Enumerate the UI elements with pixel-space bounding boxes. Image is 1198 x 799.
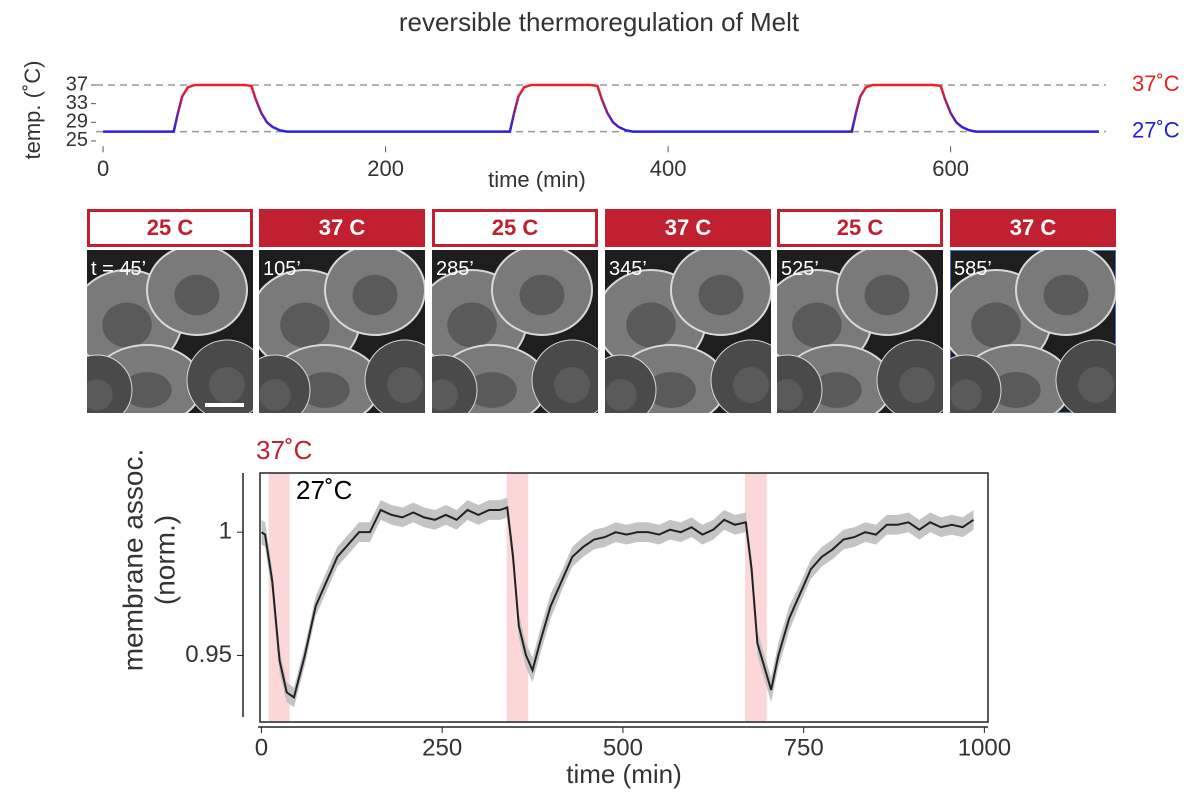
y-axis-label: temp. (˚C) (20, 61, 45, 160)
highlight (268, 473, 290, 722)
time-label: 105’ (263, 258, 301, 280)
cells (87, 250, 253, 413)
cells (950, 250, 1116, 413)
nucleus (102, 302, 152, 348)
panel-header: 25 C (432, 209, 598, 247)
time-label: t = 45’ (91, 258, 147, 280)
y-axis-label: (norm.) (149, 515, 180, 605)
cells (432, 250, 598, 413)
cells (777, 250, 943, 413)
nucleus (387, 367, 423, 403)
nucleus (352, 274, 398, 316)
y-tick-label: 25 (66, 129, 88, 151)
micrograph: 285’ (432, 250, 598, 413)
nucleus (626, 302, 676, 348)
time-label: 585’ (954, 258, 992, 280)
panel-header: 25 C (777, 209, 943, 247)
time-label: 345’ (609, 258, 647, 280)
nucleus (280, 302, 330, 348)
x-tick-label: 200 (367, 156, 404, 181)
y-tick-label: 33 (66, 92, 88, 114)
nucleus (646, 372, 696, 408)
nucleus (300, 372, 350, 408)
y-axis-label: membrane assoc. (117, 449, 148, 672)
panel-header: 37 C (605, 209, 771, 247)
y-tick-label: 37 (66, 73, 88, 95)
x-axis-label: time (min) (488, 167, 586, 192)
nucleus (174, 274, 220, 316)
time-label: 285’ (436, 258, 474, 280)
micrograph: t = 45’ (87, 250, 253, 413)
nucleus (122, 372, 172, 408)
nucleus (899, 367, 935, 403)
highlight (745, 473, 767, 722)
micrograph: 525’ (777, 250, 943, 413)
y-tick-label: 29 (66, 111, 88, 133)
nucleus (950, 379, 982, 411)
nucleus (554, 367, 590, 403)
nucleus (467, 372, 517, 408)
y-tick-label: 0.95 (185, 641, 232, 668)
x-tick-label: 400 (650, 156, 687, 181)
chart-title: reversible thermoregulation of Melt (399, 7, 800, 37)
nucleus (812, 372, 862, 408)
x-axis-label: time (min) (566, 759, 682, 789)
cells (259, 250, 425, 413)
nucleus (259, 379, 291, 411)
y-tick-label: 1 (219, 518, 232, 545)
x-tick-label: 0 (97, 156, 109, 181)
micrograph: 105’ (259, 250, 425, 413)
x-tick-label: 600 (932, 156, 969, 181)
nucleus (698, 274, 744, 316)
nucleus (605, 379, 637, 411)
annotation: 37˚C (256, 435, 312, 465)
micrograph: 345’ (605, 250, 771, 413)
reference-label: 27˚C (1132, 117, 1180, 142)
nucleus (777, 379, 803, 411)
nucleus (1078, 367, 1114, 403)
nucleus (1043, 274, 1089, 316)
nucleus (432, 379, 458, 411)
nucleus (864, 274, 910, 316)
nucleus (447, 302, 497, 348)
nucleus (519, 274, 565, 316)
line (103, 83, 1099, 133)
line (260, 506, 975, 699)
error-band (261, 497, 974, 708)
panel-header: 37 C (259, 209, 425, 247)
x-tick-label: 250 (422, 734, 462, 761)
x-tick-label: 1000 (958, 734, 1011, 761)
micrograph: 585’ (950, 250, 1116, 413)
time-label: 525’ (781, 258, 819, 280)
nucleus (792, 302, 842, 348)
nucleus (209, 367, 245, 403)
annotation: 27˚C (296, 475, 352, 505)
plot-frame (259, 472, 989, 723)
nucleus (991, 372, 1041, 408)
nucleus (87, 379, 113, 411)
nucleus (733, 367, 769, 403)
x-tick-label: 0 (255, 734, 268, 761)
cells (605, 250, 771, 413)
nucleus (971, 302, 1021, 348)
x-tick-label: 750 (784, 734, 824, 761)
panel-header: 37 C (950, 209, 1116, 247)
panel-header: 25 C (87, 209, 253, 247)
x-tick-label: 500 (603, 734, 643, 761)
reference-label: 37˚C (1132, 71, 1180, 96)
